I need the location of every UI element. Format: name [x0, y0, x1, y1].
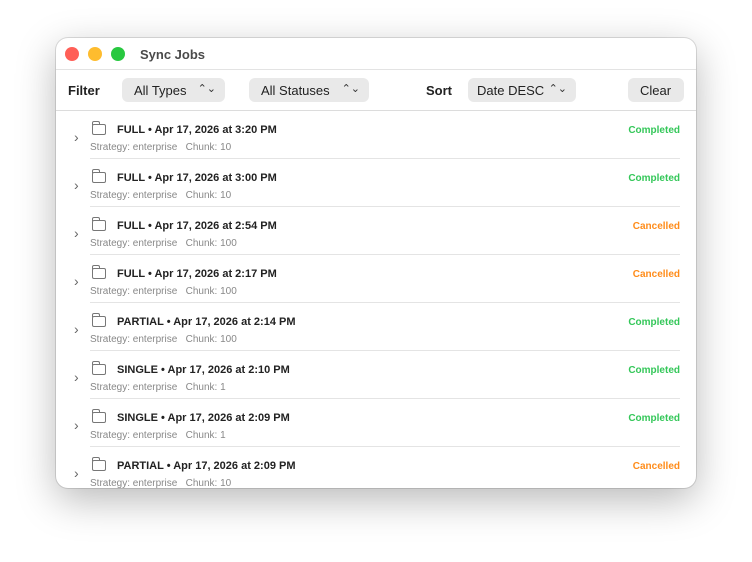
folder-icon — [92, 409, 106, 423]
job-strategy: Strategy: enterprise — [90, 334, 178, 345]
job-chunk: Chunk: 100 — [185, 334, 237, 345]
job-chunk: Chunk: 10 — [185, 142, 232, 153]
job-strategy: Strategy: enterprise — [90, 142, 178, 153]
filter-label: Filter — [68, 83, 100, 98]
folder-icon — [92, 169, 106, 183]
close-button[interactable] — [65, 47, 79, 61]
chevron-right-icon[interactable]: › — [74, 417, 79, 433]
minimize-button[interactable] — [88, 47, 102, 61]
job-details: Strategy: enterprise Chunk: 10 — [90, 478, 231, 488]
chevron-right-icon[interactable]: › — [74, 465, 79, 481]
type-select[interactable]: All Types ⌃⌄ — [122, 78, 225, 102]
chevron-right-icon[interactable]: › — [74, 369, 79, 385]
status-badge: Completed — [628, 317, 680, 328]
row-divider — [90, 350, 680, 351]
job-details: Strategy: enterprise Chunk: 100 — [90, 334, 237, 345]
status-badge: Completed — [628, 173, 680, 184]
row-divider — [90, 206, 680, 207]
job-details: Strategy: enterprise Chunk: 1 — [90, 430, 226, 441]
toolbar: Filter All Types ⌃⌄ All Statuses ⌃⌄ Sort D… — [56, 70, 696, 111]
job-row[interactable]: › FULL • Apr 17, 2026 at 2:17 PM Strateg… — [56, 255, 696, 303]
clear-button-label: Clear — [640, 83, 672, 98]
job-strategy: Strategy: enterprise — [90, 190, 178, 201]
job-row[interactable]: › PARTIAL • Apr 17, 2026 at 2:14 PM Stra… — [56, 303, 696, 351]
status-badge: Cancelled — [632, 221, 680, 232]
updown-chevron-icon: ⌃⌄ — [548, 83, 567, 95]
status-badge: Cancelled — [632, 461, 680, 472]
job-title: FULL • Apr 17, 2026 at 2:54 PM — [117, 220, 277, 232]
job-details: Strategy: enterprise Chunk: 100 — [90, 286, 237, 297]
status-badge: Completed — [628, 413, 680, 424]
status-badge: Cancelled — [632, 269, 680, 280]
zoom-button[interactable] — [111, 47, 125, 61]
status-badge: Completed — [628, 365, 680, 376]
chevron-right-icon[interactable]: › — [74, 177, 79, 193]
job-chunk: Chunk: 100 — [185, 286, 237, 297]
row-divider — [90, 158, 680, 159]
folder-icon — [92, 313, 106, 327]
window-title: Sync Jobs — [140, 47, 206, 62]
row-divider — [90, 302, 680, 303]
status-select[interactable]: All Statuses ⌃⌄ — [249, 78, 369, 102]
job-details: Strategy: enterprise Chunk: 10 — [90, 142, 231, 153]
job-row[interactable]: › SINGLE • Apr 17, 2026 at 2:10 PM Strat… — [56, 351, 696, 399]
sort-select-value: Date DESC — [477, 83, 545, 98]
job-title: SINGLE • Apr 17, 2026 at 2:09 PM — [117, 412, 290, 424]
folder-icon — [92, 121, 106, 135]
job-details: Strategy: enterprise Chunk: 10 — [90, 190, 231, 201]
job-strategy: Strategy: enterprise — [90, 238, 178, 249]
sort-label: Sort — [426, 83, 452, 98]
sort-select[interactable]: Date DESC ⌃⌄ — [468, 78, 576, 102]
job-strategy: Strategy: enterprise — [90, 478, 178, 488]
type-select-value: All Types — [134, 83, 187, 98]
job-strategy: Strategy: enterprise — [90, 382, 178, 393]
job-chunk: Chunk: 100 — [185, 238, 237, 249]
job-title: FULL • Apr 17, 2026 at 2:17 PM — [117, 268, 277, 280]
job-details: Strategy: enterprise Chunk: 1 — [90, 382, 226, 393]
folder-icon — [92, 361, 106, 375]
row-divider — [90, 398, 680, 399]
job-title: PARTIAL • Apr 17, 2026 at 2:09 PM — [117, 460, 296, 472]
folder-icon — [92, 265, 106, 279]
job-strategy: Strategy: enterprise — [90, 430, 178, 441]
job-chunk: Chunk: 1 — [185, 382, 226, 393]
chevron-right-icon[interactable]: › — [74, 225, 79, 241]
job-strategy: Strategy: enterprise — [90, 286, 178, 297]
folder-icon — [92, 217, 106, 231]
job-chunk: Chunk: 10 — [185, 190, 232, 201]
job-details: Strategy: enterprise Chunk: 100 — [90, 238, 237, 249]
job-title: SINGLE • Apr 17, 2026 at 2:10 PM — [117, 364, 290, 376]
job-row[interactable]: › SINGLE • Apr 17, 2026 at 2:09 PM Strat… — [56, 399, 696, 447]
job-title: FULL • Apr 17, 2026 at 3:00 PM — [117, 172, 277, 184]
job-title: PARTIAL • Apr 17, 2026 at 2:14 PM — [117, 316, 296, 328]
job-row[interactable]: › FULL • Apr 17, 2026 at 3:20 PM Strateg… — [56, 111, 696, 159]
clear-button[interactable]: Clear — [628, 78, 684, 102]
job-chunk: Chunk: 1 — [185, 430, 226, 441]
row-divider — [90, 446, 680, 447]
row-divider — [90, 254, 680, 255]
jobs-list[interactable]: › FULL • Apr 17, 2026 at 3:20 PM Strateg… — [56, 111, 696, 488]
status-select-value: All Statuses — [261, 83, 330, 98]
chevron-right-icon[interactable]: › — [74, 273, 79, 289]
job-chunk: Chunk: 10 — [185, 478, 232, 488]
folder-icon — [92, 457, 106, 471]
updown-chevron-icon: ⌃⌄ — [341, 83, 360, 95]
updown-chevron-icon: ⌃⌄ — [197, 83, 216, 95]
job-row[interactable]: › FULL • Apr 17, 2026 at 2:54 PM Strateg… — [56, 207, 696, 255]
chevron-right-icon[interactable]: › — [74, 321, 79, 337]
job-row[interactable]: › FULL • Apr 17, 2026 at 3:00 PM Strateg… — [56, 159, 696, 207]
job-row[interactable]: › PARTIAL • Apr 17, 2026 at 2:09 PM Stra… — [56, 447, 696, 488]
title-bar: Sync Jobs — [56, 38, 696, 70]
status-badge: Completed — [628, 125, 680, 136]
sync-jobs-window: Sync Jobs Filter All Types ⌃⌄ All Statuse… — [56, 38, 696, 488]
chevron-right-icon[interactable]: › — [74, 129, 79, 145]
job-title: FULL • Apr 17, 2026 at 3:20 PM — [117, 124, 277, 136]
